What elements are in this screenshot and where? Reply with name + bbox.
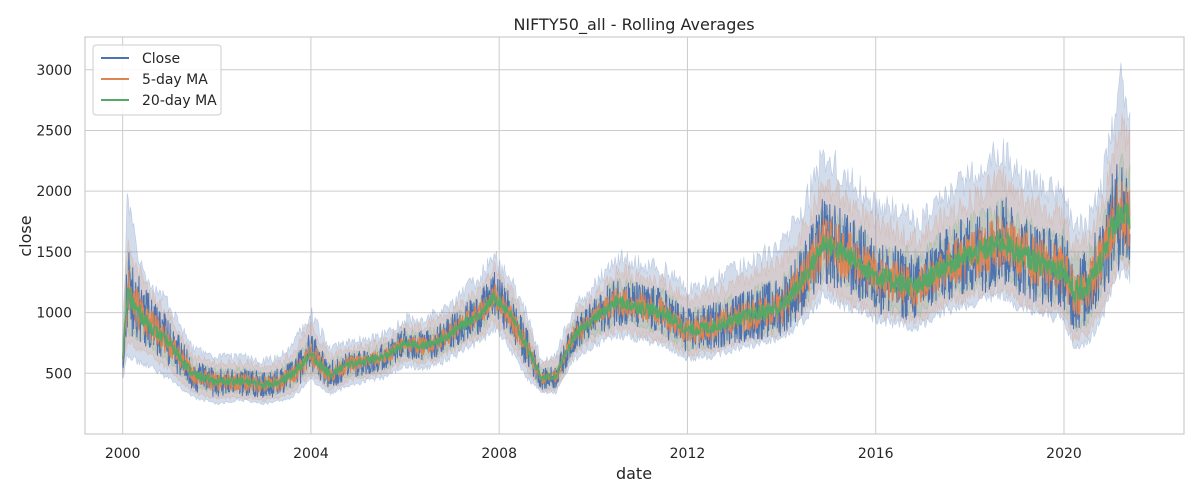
band-5-day-ma	[122, 113, 1131, 402]
x-tick-label: 2020	[1046, 446, 1082, 462]
series-line-close	[122, 164, 1131, 398]
y-tick-label: 1000	[36, 306, 72, 322]
x-tick-label: 2004	[293, 446, 329, 462]
y-tick-label: 3000	[36, 63, 72, 79]
plot-frame	[84, 36, 1185, 435]
y-axis-label: close	[16, 215, 35, 256]
x-axis-label: date	[616, 464, 652, 483]
x-tick-label: 2008	[481, 446, 517, 462]
legend-box	[92, 44, 222, 116]
legend-label-5-day-ma: 5-day MA	[142, 72, 208, 88]
legend: Close 5-day MA 20-day MA	[92, 44, 222, 116]
y-tick-label: 500	[45, 366, 72, 382]
y-tick-label: 2500	[36, 123, 72, 139]
legend-label-close: Close	[142, 51, 180, 67]
x-tick-label: 2000	[105, 446, 141, 462]
series-line-5-day-ma	[122, 181, 1131, 393]
y-tick-labels: 500 1000 1500 2000 2500 3000	[36, 63, 72, 383]
y-tick-label: 2000	[36, 184, 72, 200]
series-line-20-day-ma	[122, 202, 1131, 389]
legend-label-20-day-ma: 20-day MA	[142, 93, 217, 109]
x-tick-labels: 2000 2004 2008 2012 2016 2020	[105, 446, 1082, 462]
x-tick-label: 2016	[858, 446, 894, 462]
y-tick-label: 1500	[36, 245, 72, 261]
band-close	[122, 62, 1131, 406]
x-tick-label: 2012	[670, 446, 706, 462]
chart-title: NIFTY50_all - Rolling Averages	[513, 15, 754, 35]
series-lines	[122, 164, 1131, 398]
